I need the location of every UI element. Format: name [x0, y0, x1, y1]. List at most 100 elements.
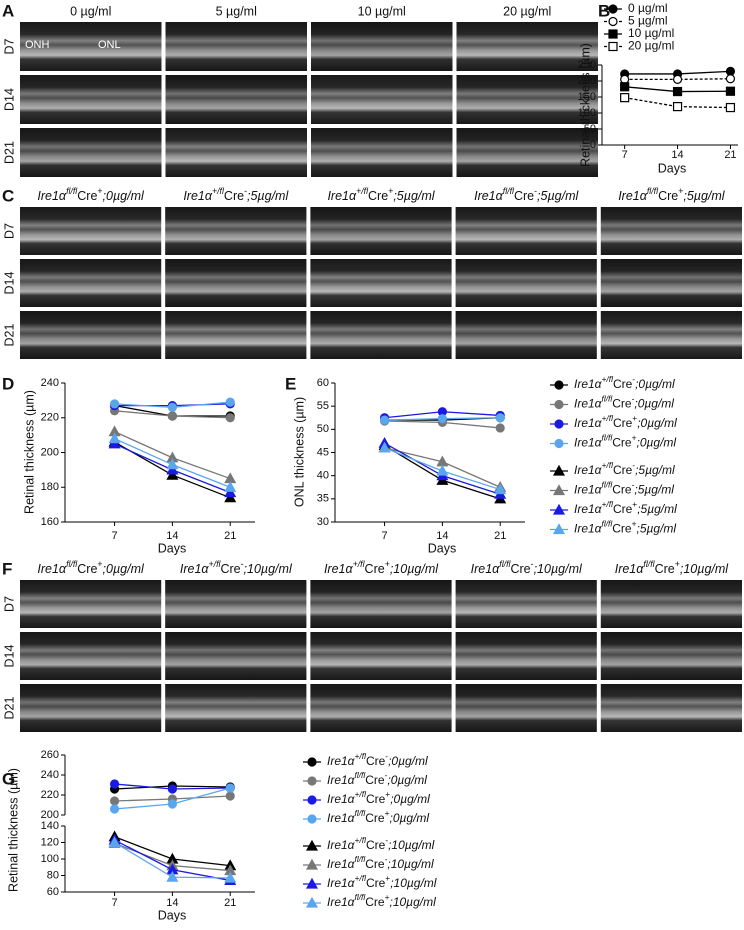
image-annotation: ONL — [98, 39, 121, 51]
row-label: D21 — [2, 323, 16, 346]
legend-marker — [608, 29, 618, 39]
oct-image — [311, 22, 453, 71]
oct-image — [600, 259, 742, 307]
legend-label: 20 µg/ml — [628, 39, 674, 53]
oct-noise — [20, 632, 162, 680]
oct-image — [455, 311, 597, 359]
oct-image — [20, 684, 162, 732]
oct-image — [165, 259, 307, 307]
oct-noise — [20, 259, 162, 307]
oct-noise — [310, 207, 452, 255]
data-point — [494, 483, 507, 495]
data-point — [225, 791, 235, 801]
panel-letter: D — [2, 374, 14, 393]
oct-noise — [165, 22, 307, 71]
oct-image — [310, 207, 452, 255]
x-tick-label: 14 — [166, 897, 178, 909]
oct-noise — [600, 580, 742, 628]
oct-noise — [455, 311, 597, 359]
row-label: D14 — [2, 88, 16, 111]
legend-marker — [307, 776, 317, 786]
y-tick-label: 0 — [590, 139, 596, 151]
oct-noise — [455, 684, 597, 732]
data-point — [166, 458, 179, 470]
column-label: Ire1αfl/flCre-;10µg/ml — [471, 559, 583, 576]
x-tick-label: 21 — [224, 530, 236, 542]
legend-label: 0 µg/ml — [628, 1, 668, 15]
legend-label: Ire1α+/flCre+;0µg/ml — [327, 789, 430, 806]
y-tick-label: 200 — [578, 75, 596, 87]
oct-noise — [165, 207, 307, 255]
legend-marker — [554, 438, 564, 449]
data-point — [224, 871, 237, 883]
oct-noise — [20, 128, 162, 177]
data-point — [225, 783, 235, 793]
panel-letter: C — [2, 186, 14, 205]
x-tick-label: 14 — [671, 149, 683, 161]
y-tick-label: 180 — [41, 481, 59, 493]
oct-image — [310, 632, 452, 680]
panel-letter: B — [598, 1, 610, 20]
oct-noise — [20, 311, 162, 359]
data-point — [225, 397, 235, 407]
legend-label: Ire1α+/flCre-;10µg/ml — [327, 835, 435, 852]
legend-marker — [608, 41, 618, 52]
panel-letter: A — [2, 1, 14, 20]
column-label: 20 µg/ml — [503, 4, 551, 18]
row-label: D21 — [2, 141, 16, 164]
oct-image — [455, 207, 597, 255]
data-point — [109, 804, 120, 814]
oct-noise — [456, 128, 598, 177]
oct-image — [600, 684, 742, 732]
row-label: D7 — [2, 596, 16, 612]
legend-label: Ire1αfl/flCre-;0µg/ml — [574, 394, 674, 411]
x-tick-label: 14 — [436, 530, 448, 542]
x-tick-label: 21 — [724, 149, 736, 161]
data-point — [379, 415, 390, 425]
x-axis-label: Days — [658, 161, 686, 175]
legend-marker — [608, 4, 618, 14]
column-label: Ire1αfl/flCre+;0µg/ml — [37, 186, 145, 203]
oct-noise — [600, 632, 742, 680]
legend-label: 10 µg/ml — [628, 26, 674, 40]
data-point — [167, 784, 177, 794]
legend-marker — [305, 896, 319, 908]
oct-image — [456, 128, 598, 177]
data-point — [108, 432, 121, 444]
data-point — [108, 437, 121, 449]
x-tick-label: 21 — [494, 530, 506, 542]
data-point — [224, 491, 237, 503]
row-label: D7 — [2, 223, 16, 239]
legend-marker — [305, 858, 319, 870]
legend-label: Ire1αfl/flCre-;10µg/ml — [327, 854, 434, 871]
legend-marker — [305, 839, 319, 851]
data-point — [620, 82, 630, 92]
legend-marker — [554, 380, 564, 390]
oct-noise — [456, 22, 598, 71]
y-axis-label: ONL thickness (µm) — [292, 397, 306, 507]
y-tick-label: 200 — [41, 446, 59, 458]
oct-image — [310, 259, 452, 307]
oct-image — [455, 684, 597, 732]
data-point — [109, 779, 120, 789]
y-axis-label: Retinal thickness (µm) — [22, 390, 36, 514]
y-tick-label: 60 — [47, 886, 59, 898]
oct-noise — [165, 684, 307, 732]
oct-image — [455, 259, 597, 307]
column-label: Ire1αfl/flCre+;10µg/ml — [615, 559, 730, 576]
oct-image — [20, 128, 162, 177]
oct-image — [165, 22, 307, 71]
oct-image — [20, 632, 162, 680]
column-label: 10 µg/ml — [358, 4, 406, 18]
row-label: D21 — [2, 696, 16, 719]
legend-label: Ire1α+/flCre+;5µg/ml — [574, 499, 677, 516]
data-point — [108, 836, 121, 848]
data-point — [436, 464, 449, 476]
oct-noise — [600, 311, 742, 359]
oct-noise — [20, 75, 162, 124]
y-tick-label: 260 — [41, 749, 59, 761]
x-tick-label: 7 — [622, 149, 628, 161]
x-tick-label: 7 — [112, 530, 118, 542]
data-point — [109, 796, 120, 806]
